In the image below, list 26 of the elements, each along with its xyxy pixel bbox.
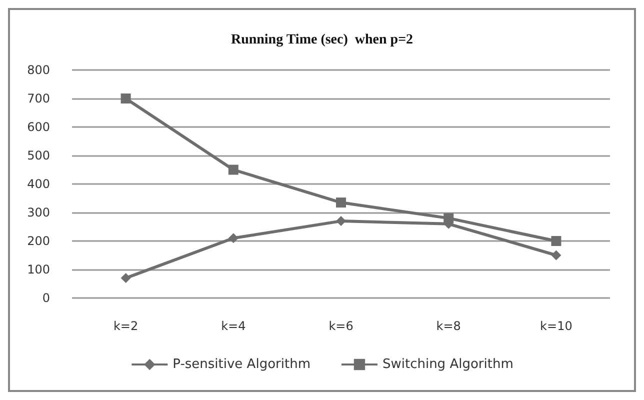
y-tick-label: 500 xyxy=(27,148,50,162)
y-tick-label: 0 xyxy=(42,291,50,305)
point xyxy=(120,94,131,104)
legend-label: Switching Algorithm xyxy=(382,357,514,372)
point xyxy=(551,250,562,260)
y-tick-label: 100 xyxy=(27,262,50,276)
point xyxy=(551,236,562,246)
x-tick-label: k=2 xyxy=(113,319,138,333)
point xyxy=(336,198,346,208)
chart-title: Running Time (sec) when p=2 xyxy=(230,32,414,48)
point xyxy=(228,233,238,244)
y-tick-label: 200 xyxy=(27,234,50,248)
x-tick-label: k=6 xyxy=(328,319,354,333)
y-tick-label: 700 xyxy=(27,92,50,106)
y-tick-label: 600 xyxy=(27,120,50,134)
y-tick-label: 300 xyxy=(27,206,50,220)
x-tick-label: k=8 xyxy=(436,319,461,333)
x-tick-label: k=4 xyxy=(221,319,246,333)
point xyxy=(444,213,454,224)
point xyxy=(228,164,238,175)
y-tick-label: 800 xyxy=(27,63,50,77)
x-tick-label: k=10 xyxy=(540,319,572,333)
y-tick-label: 400 xyxy=(27,177,50,191)
legend-label: P-sensitive Algorithm xyxy=(172,357,310,372)
point xyxy=(336,216,346,226)
point xyxy=(120,273,131,284)
